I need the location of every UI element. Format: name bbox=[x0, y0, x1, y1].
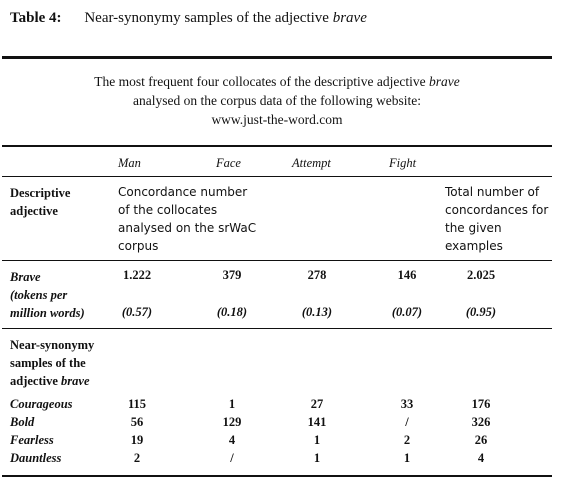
caption-text: Near-synonymy samples of the adjective bbox=[84, 10, 333, 26]
bold-fight: / bbox=[405, 415, 409, 429]
fearless-attempt: 1 bbox=[313, 433, 321, 447]
brave-count-man: 1.222 bbox=[122, 268, 152, 282]
synonym-word-bold: Bold bbox=[10, 415, 35, 429]
fearless-man: 19 bbox=[130, 433, 144, 447]
bottom-rule bbox=[2, 475, 552, 477]
brave-pm-face: (0.18) bbox=[216, 305, 248, 319]
caption-italic: brave bbox=[332, 10, 367, 26]
fearless-total: 26 bbox=[474, 433, 488, 447]
bold-man: 56 bbox=[130, 415, 144, 429]
brave-sub-1: (tokens per bbox=[10, 288, 68, 302]
brave-pm-man: (0.57) bbox=[121, 305, 153, 319]
col-header-fight: Fight bbox=[389, 156, 417, 170]
brave-row-label: Brave (tokens per million words) bbox=[10, 268, 120, 322]
descriptive-label-line-1: Descriptive bbox=[10, 186, 71, 200]
col-header-attempt: Attempt bbox=[292, 156, 331, 170]
top-rule-thick bbox=[2, 56, 552, 59]
heading-line-3: www.just-the-word.com bbox=[211, 112, 343, 127]
heading-line-1-italic: brave bbox=[429, 74, 460, 89]
total-note: Total number of concordances for the giv… bbox=[445, 185, 549, 253]
near-syn-line-3-italic: brave bbox=[61, 374, 90, 388]
descriptive-label-line-2: adjective bbox=[10, 204, 58, 218]
near-synonymy-label: Near-synonymy samples of the adjective b… bbox=[10, 336, 120, 390]
courageous-man: 115 bbox=[127, 397, 147, 411]
brave-word: Brave bbox=[10, 270, 41, 284]
synonym-word-dauntless: Dauntless bbox=[10, 451, 62, 465]
col-header-face: Face bbox=[216, 156, 241, 170]
header-row-rule bbox=[2, 260, 552, 261]
brave-pm-attempt: (0.13) bbox=[301, 305, 333, 319]
brave-count-attempt: 278 bbox=[307, 268, 327, 282]
brave-pm-fight: (0.07) bbox=[391, 305, 423, 319]
bold-attempt: 141 bbox=[307, 415, 327, 429]
descriptive-adjective-label: Descriptive adjective bbox=[10, 184, 110, 220]
brave-sub-2: million words) bbox=[10, 306, 85, 320]
near-syn-line-1: Near-synonymy bbox=[10, 338, 95, 352]
dauntless-man: 2 bbox=[133, 451, 141, 465]
near-syn-line-2: samples of the bbox=[10, 356, 86, 370]
heading-line-1-text: The most frequent four collocates of the… bbox=[94, 74, 429, 89]
brave-count-fight: 146 bbox=[397, 268, 417, 282]
brave-row-rule bbox=[2, 328, 552, 329]
table-caption: Table 4: Near-synonymy samples of the ad… bbox=[10, 8, 367, 27]
table-heading: The most frequent four collocates of the… bbox=[2, 72, 552, 129]
concordance-note: Concordance number of the collocates ana… bbox=[118, 185, 257, 253]
dauntless-fight: 1 bbox=[403, 451, 411, 465]
bold-total: 326 bbox=[471, 415, 491, 429]
dauntless-total: 4 bbox=[477, 451, 485, 465]
col-header-rule bbox=[2, 176, 552, 177]
brave-count-total: 2.025 bbox=[466, 268, 496, 282]
courageous-total: 176 bbox=[471, 397, 491, 411]
col-header-man: Man bbox=[118, 156, 141, 170]
brave-count-face: 379 bbox=[222, 268, 242, 282]
synonym-word-courageous: Courageous bbox=[10, 397, 73, 411]
courageous-face: 1 bbox=[228, 397, 236, 411]
near-syn-line-3-text: adjective bbox=[10, 374, 62, 388]
heading-line-1: The most frequent four collocates of the… bbox=[2, 72, 552, 91]
bold-face: 129 bbox=[222, 415, 242, 429]
fearless-fight: 2 bbox=[403, 433, 411, 447]
heading-rule bbox=[2, 145, 552, 147]
near-syn-line-3: adjective brave bbox=[10, 372, 120, 390]
dauntless-attempt: 1 bbox=[313, 451, 321, 465]
fearless-face: 4 bbox=[228, 433, 236, 447]
courageous-fight: 33 bbox=[400, 397, 414, 411]
courageous-attempt: 27 bbox=[310, 397, 324, 411]
table-number: Table 4: bbox=[10, 10, 62, 26]
dauntless-face: / bbox=[230, 451, 234, 465]
synonym-word-fearless: Fearless bbox=[10, 433, 54, 447]
heading-line-2: analysed on the corpus data of the follo… bbox=[133, 93, 421, 108]
brave-pm-total: (0.95) bbox=[465, 305, 497, 319]
